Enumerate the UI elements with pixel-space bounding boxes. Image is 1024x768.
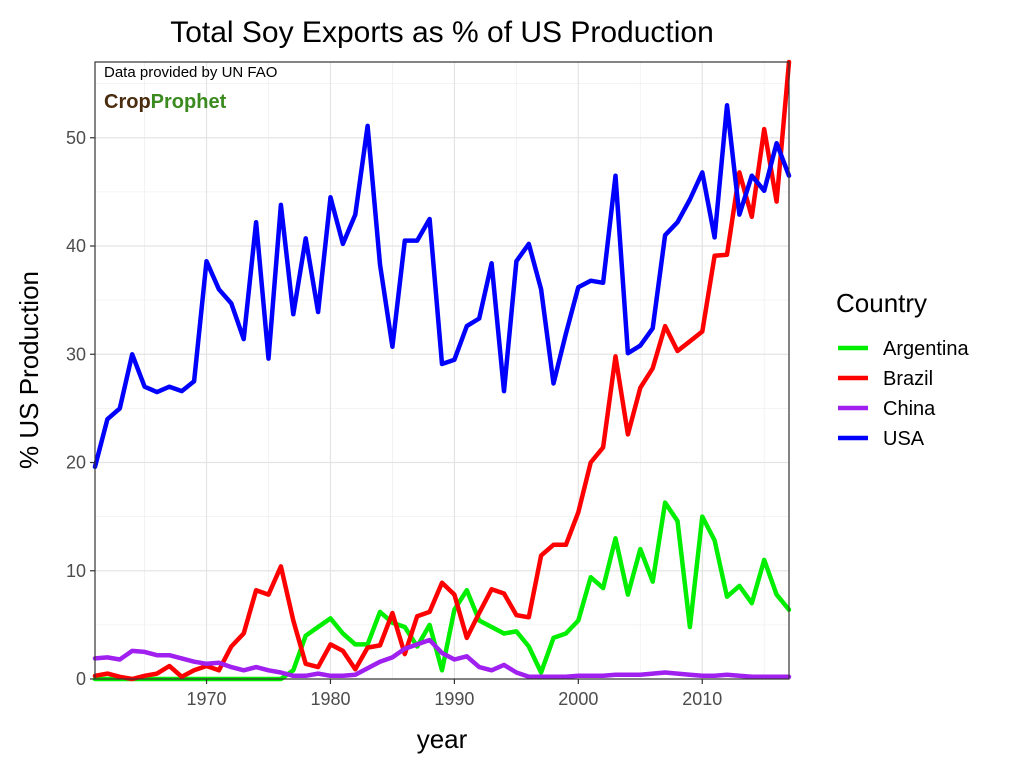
y-axis-title: % US Production (14, 271, 44, 469)
y-tick-label: 40 (66, 236, 86, 256)
legend-title: Country (836, 288, 927, 318)
legend-label-argentina: Argentina (883, 338, 969, 360)
data-source-caption: Data provided by UN FAO (104, 64, 277, 81)
x-axis-ticks: 1970 1980 1990 2000 2010 (187, 679, 722, 709)
y-tick-label: 30 (66, 344, 86, 364)
x-tick-label: 1970 (187, 689, 227, 709)
chart-title: Total Soy Exports as % of US Production (170, 16, 714, 49)
x-tick-label: 1980 (310, 689, 350, 709)
y-axis-ticks: 0 10 20 30 40 50 (66, 128, 95, 689)
plot-panel (95, 62, 789, 679)
x-axis-title: year (417, 724, 468, 754)
series-line-usa (92, 103, 792, 470)
series-line-china (92, 637, 792, 680)
legend-label-usa: USA (883, 428, 925, 450)
legend: Country Argentina Brazil China USA (836, 288, 969, 450)
y-tick-label: 10 (66, 561, 86, 581)
grid (95, 62, 789, 680)
plot-border (94, 61, 790, 680)
cropprophet-logo: CropProphet (104, 91, 227, 113)
legend-label-china: China (883, 398, 936, 420)
y-tick-label: 0 (76, 669, 86, 689)
legend-items: Argentina Brazil China USA (838, 338, 969, 450)
legend-label-brazil: Brazil (883, 368, 933, 390)
series-line-brazil (92, 59, 792, 682)
y-tick-label: 50 (66, 128, 86, 148)
x-tick-label: 2000 (558, 689, 598, 709)
x-tick-label: 2010 (682, 689, 722, 709)
y-tick-label: 20 (66, 453, 86, 473)
logo-crop-text: Crop (104, 91, 151, 113)
logo-prophet-text: Prophet (151, 91, 227, 113)
x-tick-label: 1990 (434, 689, 474, 709)
